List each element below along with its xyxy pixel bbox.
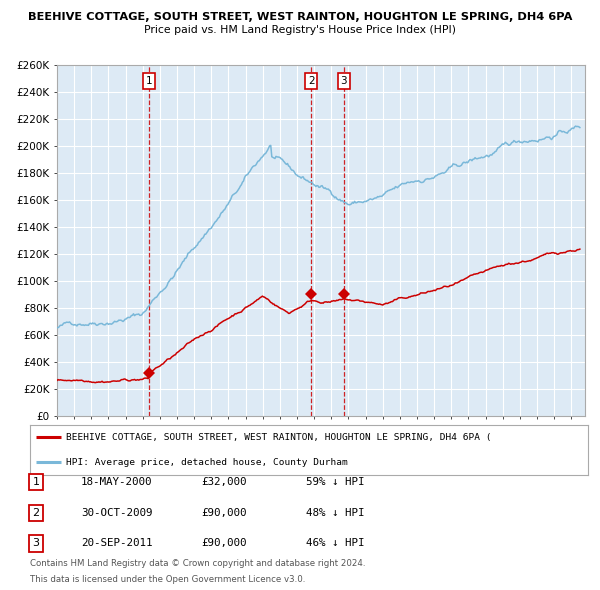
- Text: 30-OCT-2009: 30-OCT-2009: [81, 508, 152, 517]
- Text: 2: 2: [32, 508, 40, 517]
- Text: HPI: Average price, detached house, County Durham: HPI: Average price, detached house, Coun…: [66, 458, 348, 467]
- Text: 3: 3: [340, 76, 347, 86]
- Text: 2: 2: [308, 76, 314, 86]
- Text: £32,000: £32,000: [201, 477, 247, 487]
- Text: 48% ↓ HPI: 48% ↓ HPI: [306, 508, 365, 517]
- Text: 20-SEP-2011: 20-SEP-2011: [81, 539, 152, 548]
- Text: 59% ↓ HPI: 59% ↓ HPI: [306, 477, 365, 487]
- Text: Price paid vs. HM Land Registry's House Price Index (HPI): Price paid vs. HM Land Registry's House …: [144, 25, 456, 35]
- Text: BEEHIVE COTTAGE, SOUTH STREET, WEST RAINTON, HOUGHTON LE SPRING, DH4 6PA (: BEEHIVE COTTAGE, SOUTH STREET, WEST RAIN…: [66, 433, 492, 442]
- Text: 18-MAY-2000: 18-MAY-2000: [81, 477, 152, 487]
- Text: BEEHIVE COTTAGE, SOUTH STREET, WEST RAINTON, HOUGHTON LE SPRING, DH4 6PA: BEEHIVE COTTAGE, SOUTH STREET, WEST RAIN…: [28, 12, 572, 22]
- Text: Contains HM Land Registry data © Crown copyright and database right 2024.: Contains HM Land Registry data © Crown c…: [30, 559, 365, 568]
- Text: This data is licensed under the Open Government Licence v3.0.: This data is licensed under the Open Gov…: [30, 575, 305, 584]
- Text: 3: 3: [32, 539, 40, 548]
- Text: 1: 1: [146, 76, 152, 86]
- Text: 1: 1: [32, 477, 40, 487]
- Text: £90,000: £90,000: [201, 539, 247, 548]
- Text: £90,000: £90,000: [201, 508, 247, 517]
- Text: 46% ↓ HPI: 46% ↓ HPI: [306, 539, 365, 548]
